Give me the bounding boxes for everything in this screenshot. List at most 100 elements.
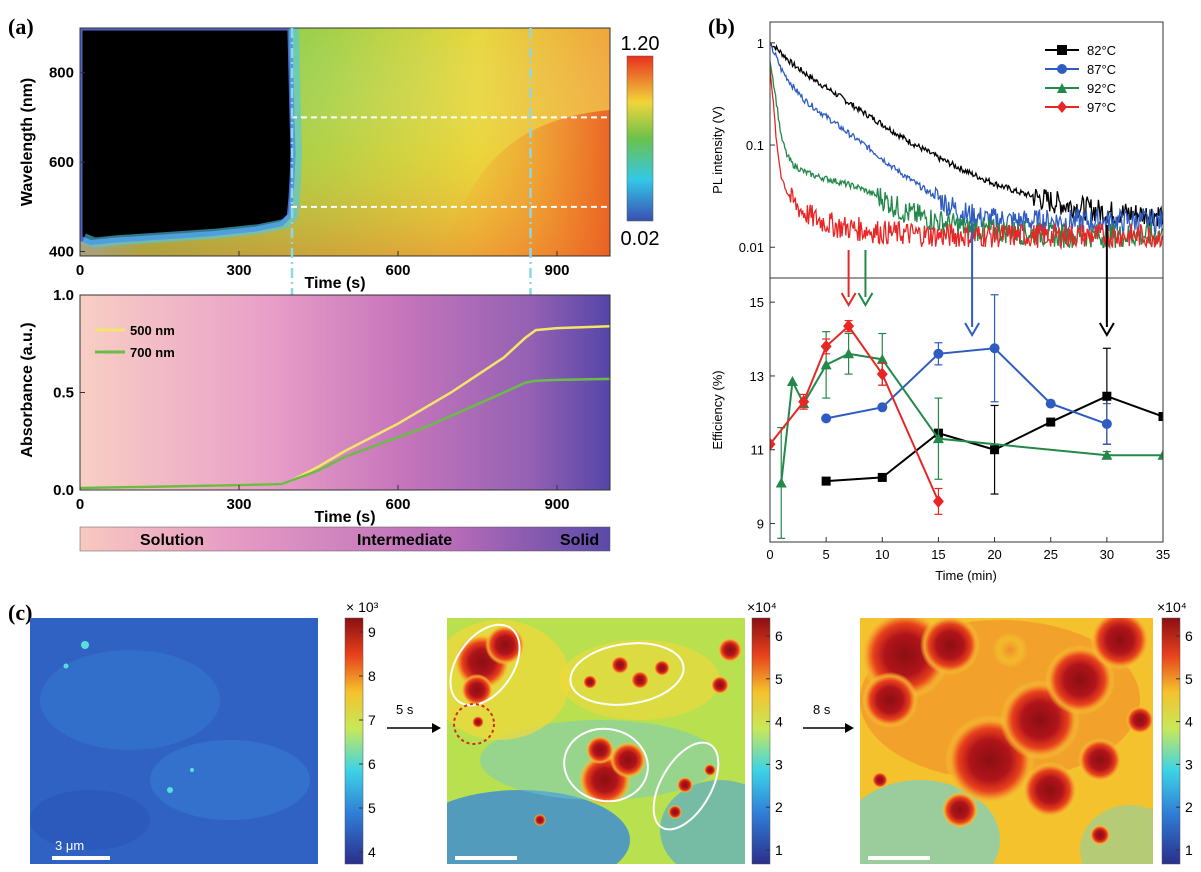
pl-decay-trace: [770, 67, 1163, 251]
micrograph-1-colorbar-exponent: × 10³: [346, 599, 379, 615]
heatmap-x-axis-title: Time (s): [304, 275, 365, 292]
colorbar-tick-label: 6: [775, 628, 783, 644]
micrograph-2-cool-region: [660, 780, 745, 864]
data-point-triangle: [786, 375, 798, 386]
x-tick-label: 300: [226, 262, 251, 279]
absorbance-legend: 500 nm 700 nm: [95, 323, 175, 360]
highlight-ellipse: [563, 727, 649, 803]
colorbar-tick-label: 9: [368, 624, 376, 640]
efficiency-series-line: [780, 352, 1163, 484]
pl-y-ticks: 0.01 0.1 1: [739, 36, 775, 255]
y-tick-label: 600: [49, 154, 74, 171]
optimum-arrows: [840, 225, 1115, 337]
data-point-triangle: [1157, 449, 1163, 460]
micrograph-2-colorbar-ticks: 6 5 4 3 2 1: [766, 628, 783, 858]
y-tick-label: 1: [757, 36, 764, 51]
x-tick-label: 0: [766, 547, 773, 562]
y-tick-label: 13: [750, 369, 764, 384]
micrograph-1-haze: [40, 650, 220, 750]
efficiency-series-line: [825, 347, 1108, 425]
crystal-domain: [1045, 645, 1115, 715]
micrograph-initial: [30, 618, 318, 864]
crystal-domain: [1090, 618, 1150, 670]
crystal-domain: [992, 632, 1028, 668]
crystal-domain: [631, 671, 649, 689]
x-tick-label: 600: [385, 496, 410, 513]
crystal-domain: [862, 672, 918, 728]
efficiency-x-axis-title: Time (min): [935, 568, 997, 583]
stage-intermediate: Intermediate: [357, 532, 452, 549]
absorbance-y-axis-title: Absorbance (a.u.): [19, 322, 36, 457]
micrograph-1-haze: [150, 740, 310, 820]
nucleus-spot: [167, 787, 173, 793]
crystal-domain: [920, 618, 980, 675]
colorbar-max-label: 1.20: [621, 33, 660, 55]
legend-marker: [1057, 83, 1067, 93]
x-tick-label: 600: [385, 262, 410, 279]
colorbar-tick-label: 2: [1185, 799, 1193, 815]
heatmap-y-axis-title: Wavelength (nm): [19, 78, 36, 206]
crystal-domain: [534, 814, 546, 826]
efficiency-y-ticks: 9 11 13 15: [750, 295, 775, 532]
x-tick-label: 300: [226, 496, 251, 513]
crystal-domain: [668, 805, 682, 819]
y-tick-label: 9: [757, 517, 764, 532]
x-tick-label: 10: [875, 547, 889, 562]
crystal-domain: [485, 625, 525, 665]
data-point-triangle: [932, 433, 944, 444]
micrograph-2-cool-region: [447, 790, 630, 864]
heatmap-onset-edge: [82, 28, 303, 248]
nucleus-spot: [63, 663, 69, 669]
data-point-square: [990, 445, 1000, 455]
y-tick-label: 11: [751, 443, 765, 458]
legend-label: 82°C: [1087, 43, 1116, 58]
x-tick-label: 5: [823, 547, 830, 562]
y-tick-label: 400: [49, 244, 74, 261]
absorbance-y-ticks: 0.0 0.5 1.0: [53, 287, 85, 499]
micrograph-1-colorbar: [344, 617, 364, 865]
colorbar-tick-label: 7: [368, 712, 376, 728]
stage-solution: Solution: [140, 532, 204, 549]
data-point-diamond: [820, 339, 832, 353]
y-tick-label: 0.01: [739, 240, 764, 255]
colorbar-tick-label: 5: [1185, 671, 1193, 687]
optimum-arrow-head: [1098, 322, 1115, 337]
colorbar-tick-label: 3: [775, 756, 783, 772]
absorbance-x-axis-title: Time (s): [314, 509, 375, 526]
crystal-domain: [718, 638, 742, 662]
pl-decay-trace: [770, 42, 1163, 236]
highlight-ellipse: [652, 741, 720, 831]
x-tick-label: 20: [987, 547, 1001, 562]
y-tick-label: 0.1: [746, 138, 764, 153]
x-tick-label: 30: [1100, 547, 1114, 562]
panel-c-label: (c): [8, 600, 32, 625]
data-point-square: [821, 476, 831, 486]
data-point-circle: [933, 348, 944, 359]
absorbance-plot: [80, 324, 610, 490]
micrograph-2-colorbar-exponent: ×10⁴: [747, 599, 777, 615]
data-point-triangle: [876, 353, 888, 364]
legend-marker: [1057, 45, 1067, 55]
data-point-diamond: [770, 437, 776, 451]
legend-label: 87°C: [1087, 62, 1116, 77]
crystal-domain: [677, 777, 693, 793]
crystal-domain: [610, 742, 646, 778]
colorbar-tick-label: 6: [1185, 628, 1193, 644]
crystal-domain: [586, 736, 614, 764]
optimum-arrow-head: [840, 292, 857, 307]
y-tick-label: 1.0: [53, 287, 74, 304]
efficiency-y-axis-title: Efficiency (%): [710, 370, 725, 449]
micrograph-3-colorbar-ticks: 6 5 4 3 2 1: [1176, 628, 1193, 858]
panel-a-label: (a): [8, 14, 34, 39]
scale-bar-label: 3 μm: [55, 838, 84, 853]
crystal-domain: [1022, 762, 1078, 818]
colorbar-tick-label: 5: [775, 671, 783, 687]
data-point-circle: [1101, 418, 1112, 429]
legend-label: 700 nm: [130, 345, 175, 360]
crystal-domain: [461, 674, 493, 706]
data-point-circle: [821, 413, 832, 424]
optimum-arrow-head: [857, 292, 874, 307]
y-tick-label: 0.0: [53, 482, 74, 499]
nucleus-spot: [190, 768, 194, 772]
